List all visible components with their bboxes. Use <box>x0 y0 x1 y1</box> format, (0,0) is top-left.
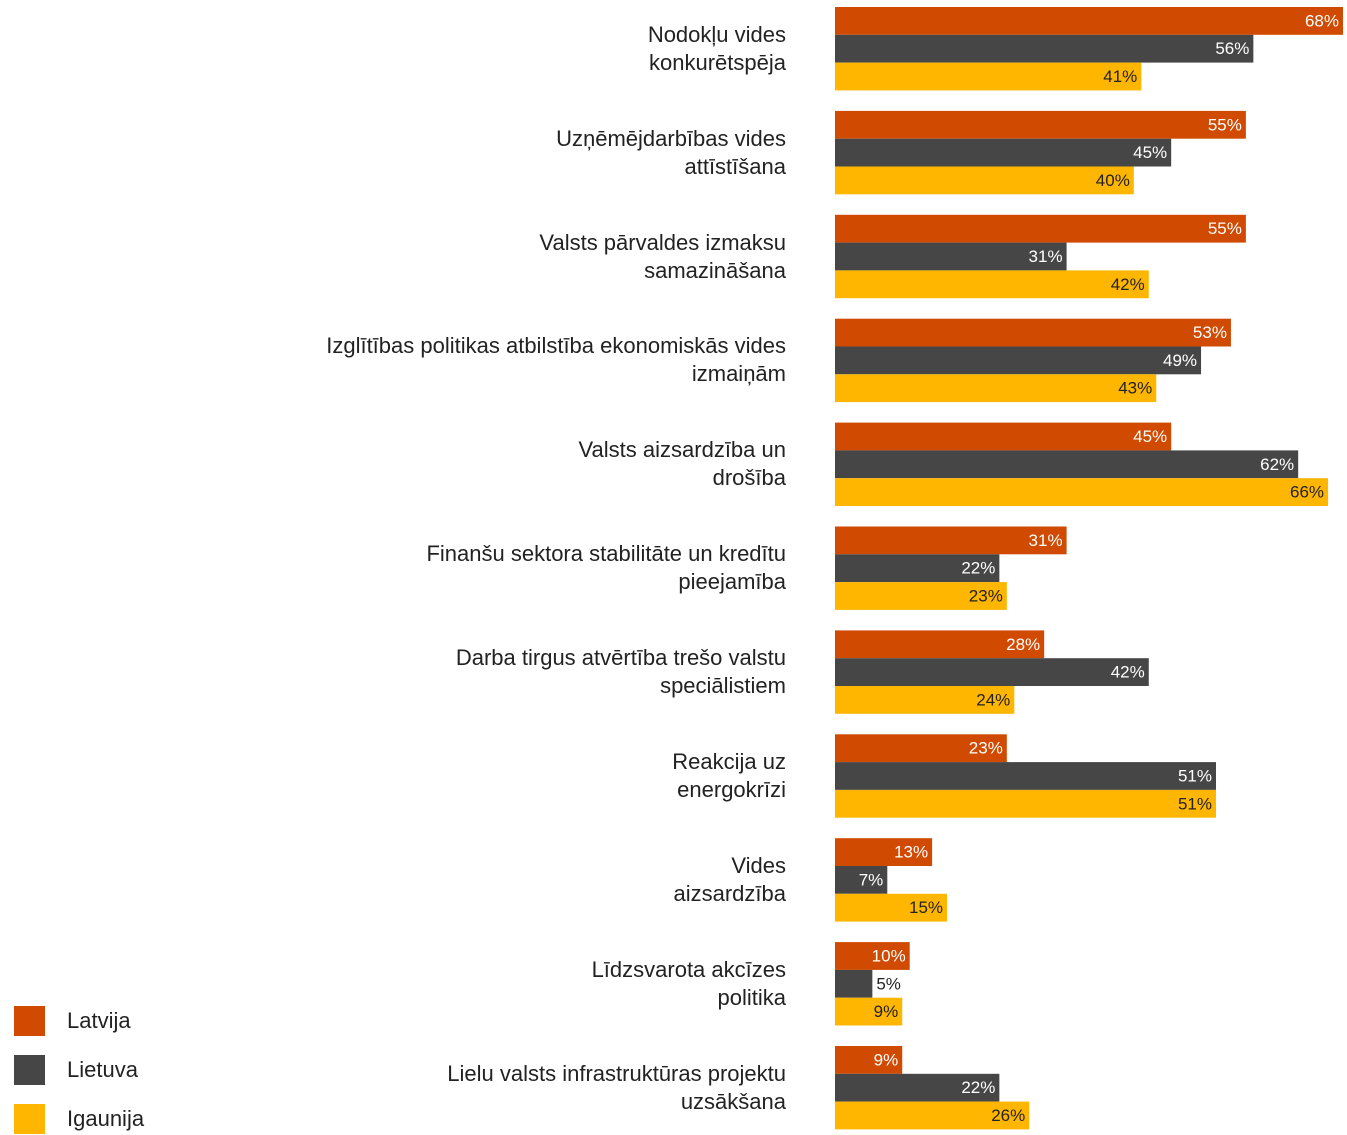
value-label: 45% <box>1133 143 1167 162</box>
category-label: Līdzsvarota akcīzes politika <box>591 956 786 1010</box>
value-label: 40% <box>1096 171 1130 190</box>
bar <box>835 166 1134 195</box>
bar <box>835 138 1172 167</box>
category-label: Uzņēmējdarbības vides attīstīšana <box>556 125 786 179</box>
bar <box>835 686 1015 714</box>
bar <box>835 838 933 866</box>
value-label: 5% <box>876 974 901 993</box>
category-label: Nodokļu vides konkurētspēja <box>647 21 786 75</box>
value-label: 23% <box>969 739 1003 758</box>
legend-swatch <box>14 1104 45 1134</box>
value-label: 53% <box>1193 323 1227 342</box>
category-label: Valsts pārvaldes izmaksu samazināšana <box>539 229 786 283</box>
bar <box>835 242 1067 271</box>
bar <box>835 1046 903 1074</box>
bar <box>835 658 1149 686</box>
category-label: Valsts aizsardzība un drošība <box>578 437 786 491</box>
value-label: 9% <box>874 1050 899 1069</box>
bar <box>835 526 1067 555</box>
bar <box>835 762 1216 790</box>
value-label: 26% <box>991 1106 1025 1125</box>
bar <box>835 554 1000 583</box>
bar <box>835 1073 1000 1102</box>
value-label: 42% <box>1111 663 1145 682</box>
value-label: 28% <box>1006 635 1040 654</box>
legend-swatch <box>14 1055 45 1085</box>
bar <box>835 866 888 894</box>
value-label: 66% <box>1290 483 1324 502</box>
value-label: 22% <box>961 559 995 578</box>
bar <box>835 582 1007 610</box>
value-label: 15% <box>909 898 943 917</box>
value-label: 51% <box>1178 766 1212 785</box>
legend-label: Igaunija <box>67 1106 145 1131</box>
category-label: Darba tirgus atvērtība trešo valstu spec… <box>455 645 786 699</box>
bar <box>835 893 948 922</box>
bar <box>835 346 1202 375</box>
value-label: 9% <box>874 1002 899 1021</box>
bar <box>835 734 1007 763</box>
value-label: 68% <box>1305 11 1339 30</box>
value-label: 51% <box>1178 794 1212 813</box>
value-label: 22% <box>961 1078 995 1097</box>
value-label: 23% <box>969 586 1003 605</box>
bar <box>835 422 1172 451</box>
legend-swatch <box>14 1006 45 1036</box>
bar <box>835 942 910 970</box>
value-label: 10% <box>872 946 906 965</box>
value-label: 41% <box>1103 67 1137 86</box>
legend-label: Lietuva <box>67 1057 139 1082</box>
value-label: 42% <box>1111 275 1145 294</box>
bar <box>835 7 1343 35</box>
bar <box>835 374 1157 403</box>
bar <box>835 34 1254 63</box>
bar <box>835 997 903 1026</box>
bar <box>835 1101 1030 1130</box>
category-label: Reakcija uz energokrīzi <box>672 749 786 802</box>
value-label: 56% <box>1215 39 1249 58</box>
bar <box>835 110 1246 139</box>
category-label: Vides aizsardzība <box>673 852 786 906</box>
bar <box>835 969 873 998</box>
value-label: 31% <box>1029 247 1063 266</box>
bar <box>835 450 1299 479</box>
value-label: 31% <box>1029 531 1063 550</box>
category-label: Lielu valsts infrastruktūras projektu uz… <box>447 1060 786 1114</box>
bar <box>835 214 1246 243</box>
value-label: 55% <box>1208 115 1242 134</box>
bar <box>835 789 1216 818</box>
bar <box>835 630 1045 659</box>
value-label: 24% <box>976 690 1010 709</box>
value-label: 43% <box>1118 379 1152 398</box>
bar <box>835 62 1142 91</box>
value-label: 13% <box>894 843 928 862</box>
bar <box>835 318 1231 347</box>
value-label: 7% <box>859 870 884 889</box>
bar <box>835 478 1329 506</box>
category-label: Izglītības politikas atbilstība ekonomis… <box>326 333 786 387</box>
value-label: 45% <box>1133 427 1167 446</box>
value-label: 49% <box>1163 351 1197 370</box>
category-label: Finanšu sektora stabilitāte un kredītu p… <box>426 541 786 595</box>
value-label: 55% <box>1208 219 1242 238</box>
legend-label: Latvija <box>67 1008 131 1033</box>
value-label: 62% <box>1260 455 1294 474</box>
bar <box>835 270 1149 299</box>
